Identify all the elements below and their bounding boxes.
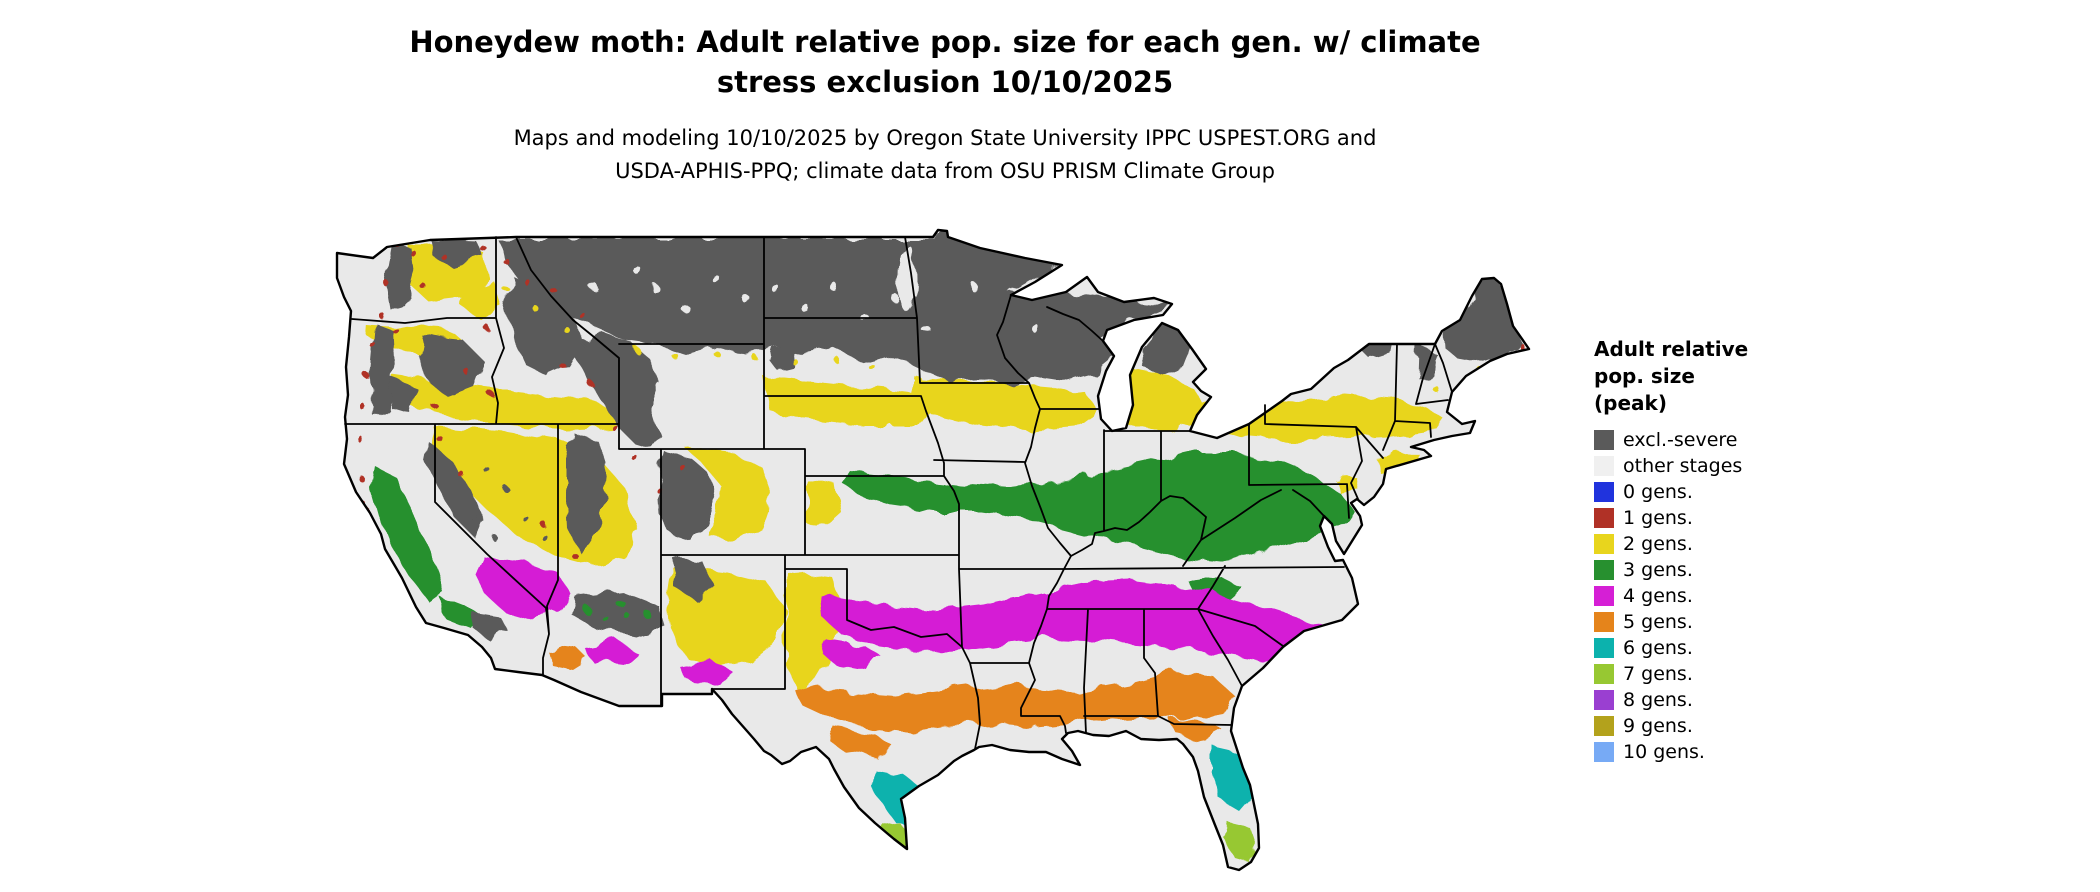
yellow-speckles [502, 285, 1438, 391]
legend-label: 2 gens. [1623, 532, 1693, 555]
legend-label: 5 gens. [1623, 610, 1693, 633]
legend-label: 3 gens. [1623, 558, 1693, 581]
green-speckles [583, 487, 978, 621]
legend-swatch [1594, 430, 1614, 450]
legend-label: other stages [1623, 454, 1743, 477]
page-title-line2: stress exclusion 10/10/2025 [716, 65, 1174, 100]
legend-swatch [1594, 456, 1614, 476]
page-title: Honeydew moth: Adult relative pop. size … [0, 22, 1890, 102]
legend-swatch [1594, 560, 1614, 580]
region-2-gens [363, 240, 1493, 696]
legend-label: 4 gens. [1623, 584, 1693, 607]
legend-label: 10 gens. [1623, 740, 1705, 763]
us-map-container [335, 228, 1555, 888]
legend-item: 7 gens. [1594, 661, 1834, 687]
legend-swatch [1594, 742, 1614, 762]
legend-label: 9 gens. [1623, 714, 1693, 737]
legend-item: other stages [1594, 453, 1834, 479]
legend-label: 7 gens. [1623, 662, 1693, 685]
legend-item: excl.-severe [1594, 427, 1834, 453]
legend-item: 5 gens. [1594, 609, 1834, 635]
legend-item: 1 gens. [1594, 505, 1834, 531]
legend-item: 2 gens. [1594, 531, 1834, 557]
legend-label: 8 gens. [1623, 688, 1693, 711]
legend-item: 3 gens. [1594, 557, 1834, 583]
legend-swatch [1594, 690, 1614, 710]
legend-title-line2: pop. size [1594, 364, 1695, 388]
legend-label: 0 gens. [1623, 480, 1693, 503]
region-7-gens [877, 822, 1254, 859]
legend-swatch [1594, 586, 1614, 606]
state-borders [344, 236, 1453, 750]
page-subtitle-line2: USDA-APHIS-PPQ; climate data from OSU PR… [615, 158, 1275, 183]
legend-swatch [1594, 612, 1614, 632]
legend-swatch [1594, 534, 1614, 554]
legend-item: 0 gens. [1594, 479, 1834, 505]
page-subtitle-line1: Maps and modeling 10/10/2025 by Oregon S… [513, 126, 1377, 150]
legend-label: 6 gens. [1623, 636, 1693, 659]
us-map [335, 228, 1531, 872]
legend-swatch [1594, 638, 1614, 658]
legend-label: excl.-severe [1623, 428, 1738, 451]
legend: Adult relative pop. size (peak) excl.-se… [1594, 336, 1834, 765]
page-title-line1: Honeydew moth: Adult relative pop. size … [409, 25, 1481, 59]
gray-speckles [472, 465, 548, 541]
region-5-gens [549, 646, 1233, 760]
legend-item: 4 gens. [1594, 583, 1834, 609]
legend-title: Adult relative pop. size (peak) [1594, 336, 1834, 417]
page-subtitle: Maps and modeling 10/10/2025 by Oregon S… [0, 122, 1890, 187]
legend-swatch [1594, 482, 1614, 502]
legend-item: 6 gens. [1594, 635, 1834, 661]
legend-item: 9 gens. [1594, 713, 1834, 739]
legend-title-line1: Adult relative [1594, 337, 1749, 361]
region-excl-severe [371, 232, 1525, 640]
legend-swatch [1594, 716, 1614, 736]
us-outline [335, 228, 1531, 872]
map-regions [356, 232, 1527, 859]
legend-item: 8 gens. [1594, 687, 1834, 713]
legend-label: 1 gens. [1623, 506, 1693, 529]
legend-swatch [1594, 664, 1614, 684]
other-stages-speckles [591, 244, 1039, 332]
legend-swatch [1594, 508, 1614, 528]
legend-items: excl.-severe other stages 0 gens. 1 gens. 2 … [1594, 427, 1834, 765]
legend-title-line3: (peak) [1594, 391, 1667, 415]
legend-item: 10 gens. [1594, 739, 1834, 765]
